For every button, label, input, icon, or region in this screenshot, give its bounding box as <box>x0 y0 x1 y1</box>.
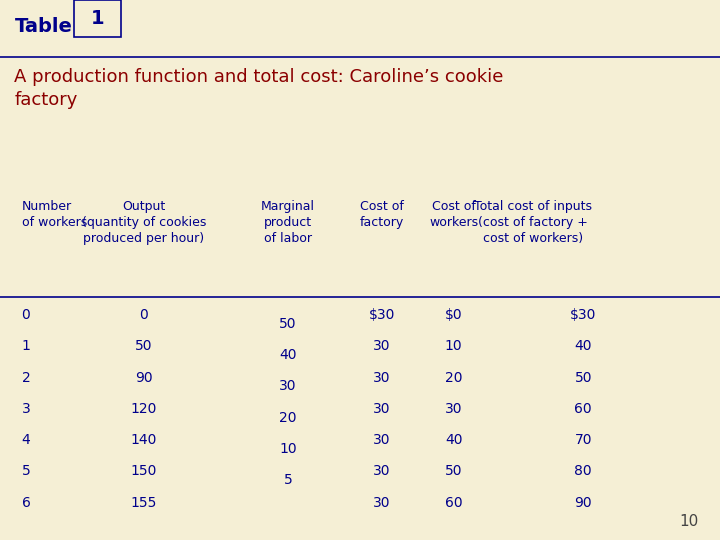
Text: 2: 2 <box>22 370 30 384</box>
Text: 4: 4 <box>22 433 30 447</box>
Text: Number
of workers: Number of workers <box>22 200 87 229</box>
Text: 30: 30 <box>373 402 390 416</box>
Text: 20: 20 <box>279 410 297 424</box>
Text: 0: 0 <box>22 308 30 322</box>
Text: 1: 1 <box>22 339 30 353</box>
Text: 50: 50 <box>135 339 153 353</box>
Text: Cost of
workers: Cost of workers <box>429 200 478 229</box>
Text: 150: 150 <box>131 464 157 478</box>
Text: $30: $30 <box>369 308 395 322</box>
Text: 40: 40 <box>279 348 297 362</box>
Text: 30: 30 <box>445 402 462 416</box>
Text: 70: 70 <box>575 433 592 447</box>
Text: Output
(quantity of cookies
produced per hour): Output (quantity of cookies produced per… <box>82 200 206 245</box>
Text: 3: 3 <box>22 402 30 416</box>
Text: 10: 10 <box>279 442 297 456</box>
Text: 90: 90 <box>575 496 592 510</box>
Text: 40: 40 <box>575 339 592 353</box>
Text: 90: 90 <box>135 370 153 384</box>
Text: 60: 60 <box>575 402 592 416</box>
Text: $0: $0 <box>445 308 462 322</box>
Text: Cost of
factory: Cost of factory <box>359 200 404 229</box>
Text: 0: 0 <box>140 308 148 322</box>
Text: 30: 30 <box>373 496 390 510</box>
FancyBboxPatch shape <box>74 0 121 37</box>
Text: 30: 30 <box>373 433 390 447</box>
Text: 30: 30 <box>373 464 390 478</box>
Text: 140: 140 <box>131 433 157 447</box>
Text: 30: 30 <box>373 339 390 353</box>
Text: 5: 5 <box>22 464 30 478</box>
Text: 30: 30 <box>373 370 390 384</box>
Text: A production function and total cost: Caroline’s cookie
factory: A production function and total cost: Ca… <box>14 68 504 110</box>
Text: 10: 10 <box>679 514 698 529</box>
Text: 60: 60 <box>445 496 462 510</box>
Text: 30: 30 <box>279 379 297 393</box>
Text: 50: 50 <box>279 316 297 330</box>
Text: 50: 50 <box>575 370 592 384</box>
Text: 20: 20 <box>445 370 462 384</box>
Text: 80: 80 <box>575 464 592 478</box>
Text: 1: 1 <box>91 9 104 28</box>
Text: 155: 155 <box>131 496 157 510</box>
Text: 6: 6 <box>22 496 30 510</box>
Text: Table: Table <box>14 17 72 36</box>
Text: Marginal
product
of labor: Marginal product of labor <box>261 200 315 245</box>
Text: Total cost of inputs
(cost of factory +
cost of workers): Total cost of inputs (cost of factory + … <box>474 200 592 245</box>
Text: $30: $30 <box>570 308 596 322</box>
Text: 50: 50 <box>445 464 462 478</box>
Text: 120: 120 <box>131 402 157 416</box>
Text: 5: 5 <box>284 473 292 487</box>
Text: 10: 10 <box>445 339 462 353</box>
Text: 40: 40 <box>445 433 462 447</box>
